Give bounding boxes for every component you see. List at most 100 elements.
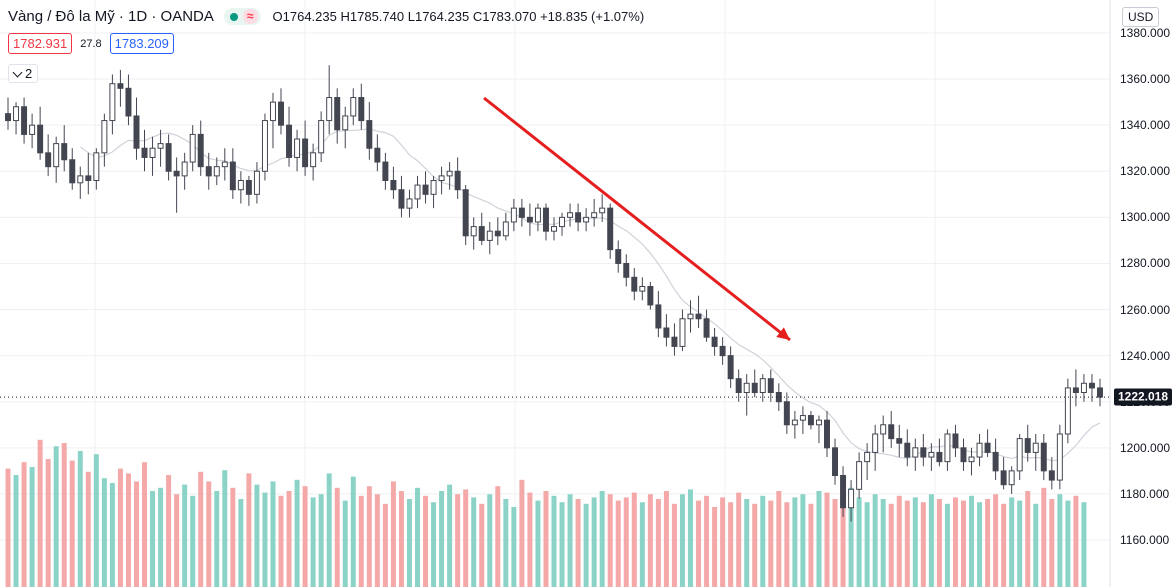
candle-body [864, 451, 871, 463]
price-tick-label: 1160.000 [1120, 533, 1170, 547]
candle-body [286, 124, 293, 158]
volume-bar [639, 502, 645, 587]
volume-bar [816, 491, 822, 587]
candle-body [13, 106, 20, 122]
price-tick-label: 1380.000 [1120, 26, 1171, 40]
candle-body [1096, 387, 1103, 398]
volume-bar [567, 494, 573, 587]
volume-bar [824, 492, 830, 587]
volume-bar [238, 499, 244, 587]
candle-body [920, 447, 927, 458]
ask-button[interactable]: 1783.209 [109, 33, 174, 54]
volume-bar [511, 507, 517, 587]
volume-bar [696, 500, 702, 587]
candle-body [382, 161, 389, 181]
candle-body [181, 161, 188, 177]
volume-bar [125, 473, 131, 587]
volume-bar [230, 487, 236, 587]
volume-bar [1057, 494, 1063, 587]
indicators-toggle-button[interactable]: 2 [8, 64, 39, 83]
candle-body [1016, 438, 1023, 472]
candle-body [591, 212, 598, 218]
volume-bar [551, 495, 557, 587]
volume-bar [415, 487, 420, 587]
candle-body [631, 276, 638, 292]
volume-bar [527, 492, 533, 587]
candle-body [205, 166, 212, 177]
candle-body [342, 115, 349, 131]
volume-bar [198, 471, 204, 587]
candle-body [623, 262, 630, 278]
ohlc-values: O1764.235 H1785.740 L1764.235 C1783.070 … [273, 9, 645, 24]
candle-body [992, 451, 999, 472]
chevron-down-icon [12, 67, 23, 77]
volume-bar [961, 500, 966, 587]
volume-bar [792, 497, 798, 587]
volume-bar [615, 500, 621, 587]
volume-bar [262, 492, 268, 587]
volume-bar [406, 499, 412, 587]
volume-bar [21, 462, 27, 587]
bid-button[interactable]: 1782.931 [8, 33, 73, 54]
candle-body [687, 313, 694, 320]
volume-bar [439, 491, 445, 587]
volume-bar [808, 503, 814, 587]
volume-bar [848, 487, 854, 587]
candle-body [229, 161, 236, 191]
volume-bar [342, 500, 348, 587]
candle-body [607, 207, 614, 251]
market-open-dot-icon [229, 12, 238, 21]
volume-bar [246, 473, 252, 587]
candle-body [93, 152, 100, 181]
candle-body [639, 286, 646, 292]
symbol-title[interactable]: Vàng / Đô la Mỹ · 1D · OANDA [8, 8, 214, 25]
open-value: 1764.235 [282, 9, 337, 24]
volume-bar [278, 495, 284, 587]
candle-body [318, 120, 325, 154]
candle-body [278, 101, 284, 126]
currency-button[interactable]: USD [1122, 7, 1160, 27]
price-tick-label: 1260.000 [1120, 302, 1171, 317]
volume-bar [133, 481, 139, 587]
candle-body [502, 221, 509, 237]
candle-body [534, 207, 541, 223]
volume-bar [736, 492, 742, 587]
volume-bar [455, 494, 461, 587]
volume-bar [214, 491, 220, 587]
candle-body [261, 120, 268, 172]
candle-body [1040, 442, 1047, 472]
candle-body [936, 451, 943, 463]
candle-body [253, 170, 260, 195]
volume-bar [663, 491, 669, 587]
volume-bar [1033, 503, 1039, 587]
volume-bar [398, 491, 404, 587]
candle-body [117, 83, 124, 89]
volume-bar [495, 486, 501, 587]
volume-bar [382, 503, 388, 587]
candle-body [984, 442, 991, 453]
candle-body [1032, 442, 1039, 453]
candle-body [880, 424, 887, 435]
candle-body [173, 170, 180, 177]
candle-body [1000, 470, 1007, 486]
volume-bar [61, 443, 67, 587]
volume-bar [864, 502, 870, 587]
candle-body [944, 433, 951, 463]
volume-bar [1065, 500, 1071, 587]
volume-bar [888, 503, 894, 587]
trend-arrow-line [483, 96, 791, 342]
candle-body [61, 143, 68, 161]
volume-bar [29, 467, 35, 587]
volume-bar [182, 484, 188, 587]
volume-bar [471, 497, 477, 587]
candle-body [824, 419, 830, 449]
volume-bar [390, 481, 396, 587]
volume-bar [631, 492, 637, 587]
volume-bar [543, 491, 549, 587]
candle-body [157, 143, 164, 149]
candle-body [133, 115, 140, 149]
market-status-pill[interactable]: ≈ [223, 8, 261, 25]
close-label: C [472, 9, 483, 24]
